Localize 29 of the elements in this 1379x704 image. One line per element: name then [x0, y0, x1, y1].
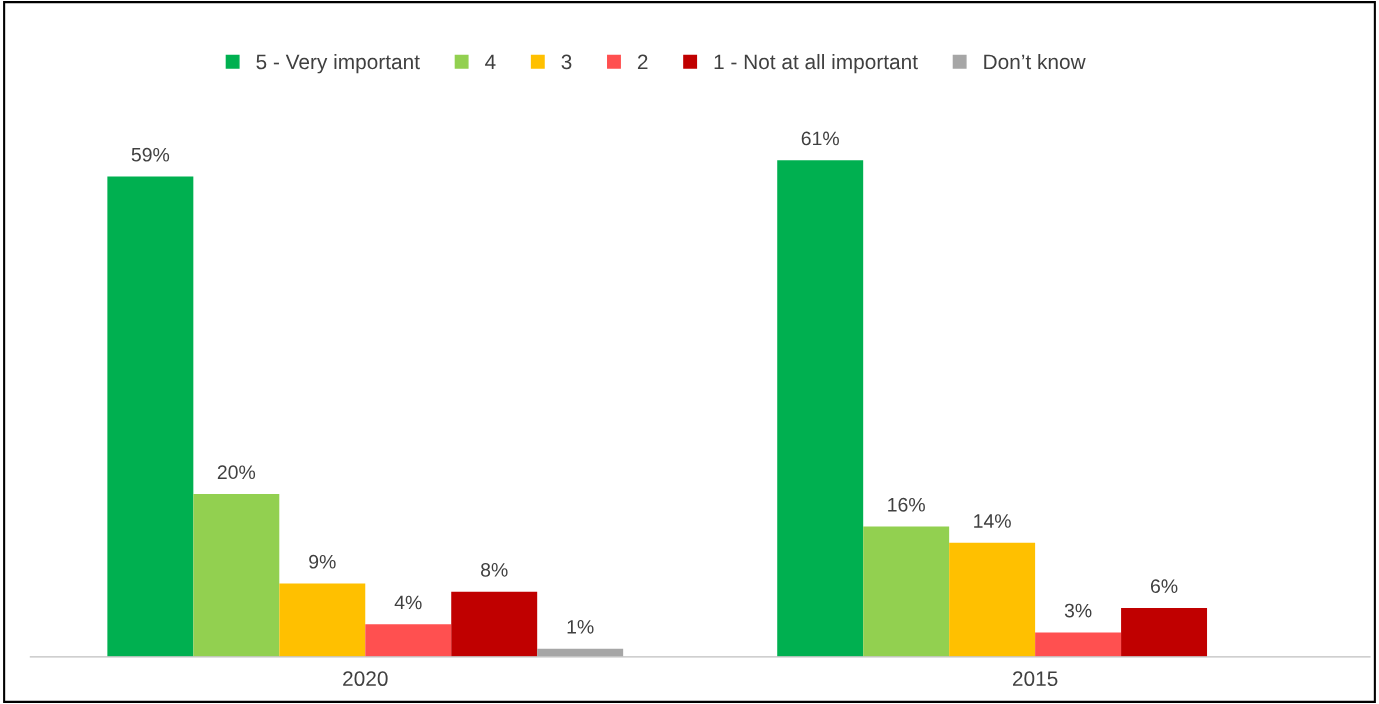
data-label: 3% [1064, 603, 1092, 618]
bar [365, 624, 452, 657]
x-tick-label: 2020 [343, 671, 388, 687]
data-label: 9% [309, 554, 336, 569]
legend-label: 4 [485, 54, 496, 70]
data-label: 1% [567, 620, 594, 634]
legend-label: 3 [561, 54, 572, 70]
bar [279, 583, 366, 657]
bar [863, 526, 950, 657]
bar [777, 160, 864, 657]
data-label: 16% [888, 497, 925, 512]
legend-label: 5 - Very important [256, 53, 420, 74]
legend-label: 2 [637, 54, 648, 70]
data-label: 8% [481, 562, 508, 577]
bar [1035, 632, 1122, 657]
data-label: 20% [217, 465, 256, 480]
x-tick-label: 2015 [1012, 671, 1058, 687]
bar [193, 494, 280, 657]
bar [949, 542, 1036, 657]
bar [1121, 607, 1208, 657]
bar [107, 176, 194, 657]
legend-label: Don’t know [984, 53, 1086, 70]
data-label: 6% [1150, 579, 1178, 594]
legend-label: 1 - Not at all important [714, 53, 918, 74]
data-label: 59% [131, 147, 170, 162]
data-label: 14% [974, 514, 1011, 528]
bar [451, 591, 538, 657]
data-label: 61% [801, 131, 839, 146]
data-label: 4% [394, 595, 422, 610]
